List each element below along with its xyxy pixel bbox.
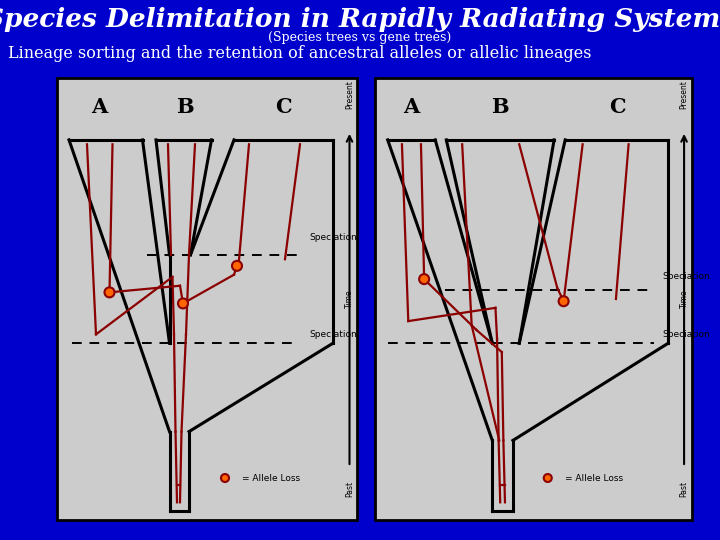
Circle shape bbox=[221, 474, 229, 482]
Polygon shape bbox=[375, 78, 692, 520]
Text: A: A bbox=[91, 97, 107, 117]
Text: B: B bbox=[492, 97, 509, 117]
Text: C: C bbox=[275, 97, 292, 117]
Text: A: A bbox=[403, 97, 420, 117]
Text: = Allele Loss: = Allele Loss bbox=[241, 474, 300, 483]
Text: Present: Present bbox=[345, 80, 354, 109]
Text: Past: Past bbox=[345, 481, 354, 497]
Circle shape bbox=[178, 299, 188, 308]
Text: C: C bbox=[609, 97, 626, 117]
Text: Speciation: Speciation bbox=[309, 233, 356, 241]
Circle shape bbox=[419, 274, 429, 284]
Text: Speciation: Speciation bbox=[309, 330, 356, 339]
Text: = Allele Loss: = Allele Loss bbox=[565, 474, 624, 483]
Polygon shape bbox=[57, 78, 357, 520]
Text: Time: Time bbox=[680, 289, 688, 308]
Text: Speciation: Speciation bbox=[662, 330, 710, 339]
Text: (Species trees vs gene trees): (Species trees vs gene trees) bbox=[269, 31, 451, 44]
Text: Lineage sorting and the retention of ancestral alleles or allelic lineages: Lineage sorting and the retention of anc… bbox=[8, 45, 592, 63]
Circle shape bbox=[544, 474, 552, 482]
Text: Past: Past bbox=[680, 481, 688, 497]
Circle shape bbox=[559, 296, 569, 306]
Text: Present: Present bbox=[680, 80, 688, 109]
Circle shape bbox=[104, 287, 114, 298]
Text: Speciation: Speciation bbox=[662, 272, 710, 281]
Text: Species Delimitation in Rapidly Radiating Systems: Species Delimitation in Rapidly Radiatin… bbox=[0, 8, 720, 32]
Circle shape bbox=[232, 261, 242, 271]
Text: Time: Time bbox=[345, 289, 354, 308]
Text: B: B bbox=[176, 97, 193, 117]
